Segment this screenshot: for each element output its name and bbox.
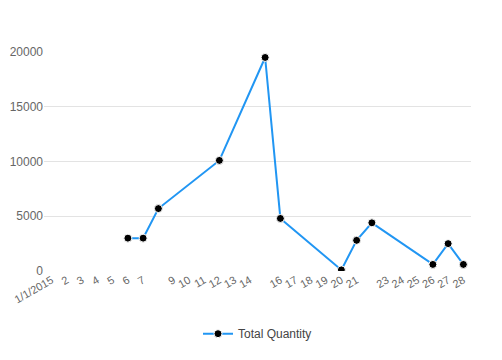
svg-text:18: 18: [298, 274, 315, 291]
svg-text:28: 28: [451, 274, 468, 291]
svg-text:5: 5: [105, 274, 116, 287]
svg-text:17: 17: [283, 274, 300, 291]
svg-text:21: 21: [344, 274, 361, 291]
svg-text:1/1/2015: 1/1/2015: [12, 274, 55, 306]
svg-text:27: 27: [435, 274, 452, 291]
svg-text:3: 3: [75, 274, 86, 287]
svg-text:14: 14: [237, 274, 254, 291]
svg-text:24: 24: [390, 274, 407, 291]
svg-text:10000: 10000: [10, 155, 44, 169]
svg-text:7: 7: [136, 274, 147, 287]
svg-text:12: 12: [207, 274, 224, 291]
svg-text:26: 26: [420, 274, 437, 291]
svg-text:4: 4: [90, 274, 101, 287]
svg-text:16: 16: [268, 274, 285, 291]
svg-text:20: 20: [329, 274, 346, 291]
svg-text:11: 11: [192, 274, 208, 290]
svg-text:15000: 15000: [10, 100, 44, 114]
svg-text:5000: 5000: [16, 209, 43, 223]
svg-text:13: 13: [222, 274, 239, 291]
svg-text:19: 19: [313, 274, 330, 291]
svg-text:20000: 20000: [10, 45, 44, 59]
svg-text:0: 0: [36, 264, 43, 278]
svg-text:6: 6: [120, 274, 131, 287]
svg-text:25: 25: [405, 274, 422, 291]
svg-text:23: 23: [374, 274, 391, 291]
svg-text:2: 2: [59, 274, 70, 287]
svg-text:9: 9: [166, 274, 177, 287]
svg-text:10: 10: [176, 274, 193, 291]
svg-text:Total Quantity: Total Quantity: [238, 327, 311, 341]
